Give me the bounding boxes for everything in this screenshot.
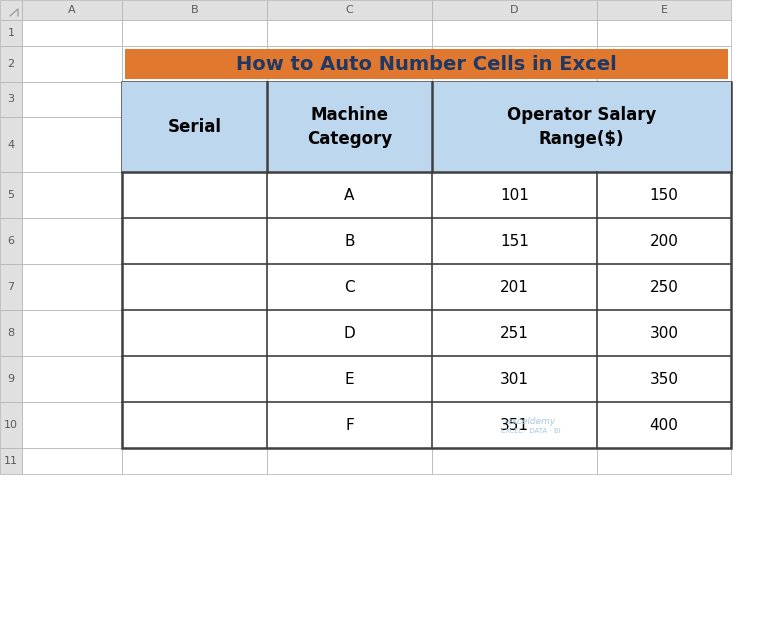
FancyBboxPatch shape	[122, 264, 267, 310]
FancyBboxPatch shape	[22, 172, 122, 218]
FancyBboxPatch shape	[0, 310, 22, 356]
FancyBboxPatch shape	[0, 117, 22, 172]
Text: E: E	[344, 372, 354, 387]
Text: 150: 150	[650, 188, 679, 202]
FancyBboxPatch shape	[22, 264, 122, 310]
FancyBboxPatch shape	[122, 172, 267, 218]
FancyBboxPatch shape	[597, 264, 731, 310]
Text: 10: 10	[4, 420, 18, 430]
Text: How to Auto Number Cells in Excel: How to Auto Number Cells in Excel	[236, 55, 617, 74]
FancyBboxPatch shape	[22, 117, 122, 172]
FancyBboxPatch shape	[22, 82, 122, 117]
Text: Serial: Serial	[167, 118, 222, 136]
FancyBboxPatch shape	[597, 172, 731, 218]
FancyBboxPatch shape	[0, 82, 22, 117]
FancyBboxPatch shape	[267, 82, 432, 117]
FancyBboxPatch shape	[597, 310, 731, 356]
FancyBboxPatch shape	[122, 310, 267, 356]
Text: 351: 351	[500, 418, 529, 432]
FancyBboxPatch shape	[267, 310, 432, 356]
FancyBboxPatch shape	[125, 49, 728, 79]
FancyBboxPatch shape	[267, 356, 432, 402]
FancyBboxPatch shape	[597, 46, 731, 82]
FancyBboxPatch shape	[432, 402, 597, 448]
FancyBboxPatch shape	[0, 264, 22, 310]
FancyBboxPatch shape	[122, 356, 267, 402]
Text: 2: 2	[8, 59, 15, 69]
FancyBboxPatch shape	[22, 218, 122, 264]
Text: EXCEL · DATA · BI: EXCEL · DATA · BI	[501, 429, 561, 434]
Text: exceldemy: exceldemy	[506, 417, 555, 426]
Text: D: D	[510, 5, 518, 15]
Text: 251: 251	[500, 325, 529, 340]
FancyBboxPatch shape	[267, 402, 432, 448]
Text: 151: 151	[500, 233, 529, 249]
Text: Machine
Category: Machine Category	[307, 107, 392, 148]
Text: 6: 6	[8, 236, 15, 246]
FancyBboxPatch shape	[432, 356, 597, 402]
FancyBboxPatch shape	[267, 46, 432, 82]
Text: 11: 11	[4, 456, 18, 466]
FancyBboxPatch shape	[122, 82, 731, 172]
FancyBboxPatch shape	[267, 117, 432, 172]
FancyBboxPatch shape	[122, 82, 731, 448]
Text: 350: 350	[650, 372, 679, 387]
Text: 400: 400	[650, 418, 679, 432]
FancyBboxPatch shape	[267, 264, 432, 310]
FancyBboxPatch shape	[432, 20, 597, 46]
Text: 7: 7	[8, 282, 15, 292]
FancyBboxPatch shape	[0, 20, 22, 46]
FancyBboxPatch shape	[597, 82, 731, 117]
FancyBboxPatch shape	[432, 448, 597, 474]
Text: 300: 300	[650, 325, 679, 340]
FancyBboxPatch shape	[0, 402, 22, 448]
Text: 101: 101	[500, 188, 529, 202]
FancyBboxPatch shape	[122, 46, 267, 82]
FancyBboxPatch shape	[0, 172, 22, 218]
FancyBboxPatch shape	[22, 20, 122, 46]
FancyBboxPatch shape	[22, 310, 122, 356]
FancyBboxPatch shape	[597, 117, 731, 172]
FancyBboxPatch shape	[432, 46, 597, 82]
FancyBboxPatch shape	[597, 20, 731, 46]
FancyBboxPatch shape	[432, 172, 597, 218]
FancyBboxPatch shape	[597, 218, 731, 264]
Text: 250: 250	[650, 280, 679, 295]
FancyBboxPatch shape	[0, 356, 22, 402]
FancyBboxPatch shape	[122, 82, 267, 117]
FancyBboxPatch shape	[122, 402, 267, 448]
Text: C: C	[344, 280, 355, 295]
FancyBboxPatch shape	[122, 20, 267, 46]
Text: 4: 4	[8, 139, 15, 150]
FancyBboxPatch shape	[0, 448, 22, 474]
FancyBboxPatch shape	[267, 20, 432, 46]
FancyBboxPatch shape	[597, 356, 731, 402]
Text: 9: 9	[8, 374, 15, 384]
FancyBboxPatch shape	[122, 117, 267, 172]
FancyBboxPatch shape	[267, 448, 432, 474]
FancyBboxPatch shape	[267, 0, 432, 20]
FancyBboxPatch shape	[267, 172, 432, 218]
FancyBboxPatch shape	[0, 46, 22, 82]
FancyBboxPatch shape	[122, 448, 267, 474]
FancyBboxPatch shape	[22, 0, 122, 20]
Text: 200: 200	[650, 233, 679, 249]
FancyBboxPatch shape	[432, 264, 597, 310]
FancyBboxPatch shape	[597, 0, 731, 20]
FancyBboxPatch shape	[0, 0, 22, 20]
Text: B: B	[191, 5, 199, 15]
FancyBboxPatch shape	[432, 218, 597, 264]
FancyBboxPatch shape	[22, 402, 122, 448]
FancyBboxPatch shape	[267, 218, 432, 264]
Text: 3: 3	[8, 94, 15, 105]
Text: E: E	[660, 5, 667, 15]
FancyBboxPatch shape	[22, 448, 122, 474]
Text: 301: 301	[500, 372, 529, 387]
Text: A: A	[344, 188, 354, 202]
Text: B: B	[344, 233, 355, 249]
Text: D: D	[344, 325, 355, 340]
FancyBboxPatch shape	[432, 0, 597, 20]
Text: A: A	[68, 5, 76, 15]
FancyBboxPatch shape	[432, 117, 597, 172]
